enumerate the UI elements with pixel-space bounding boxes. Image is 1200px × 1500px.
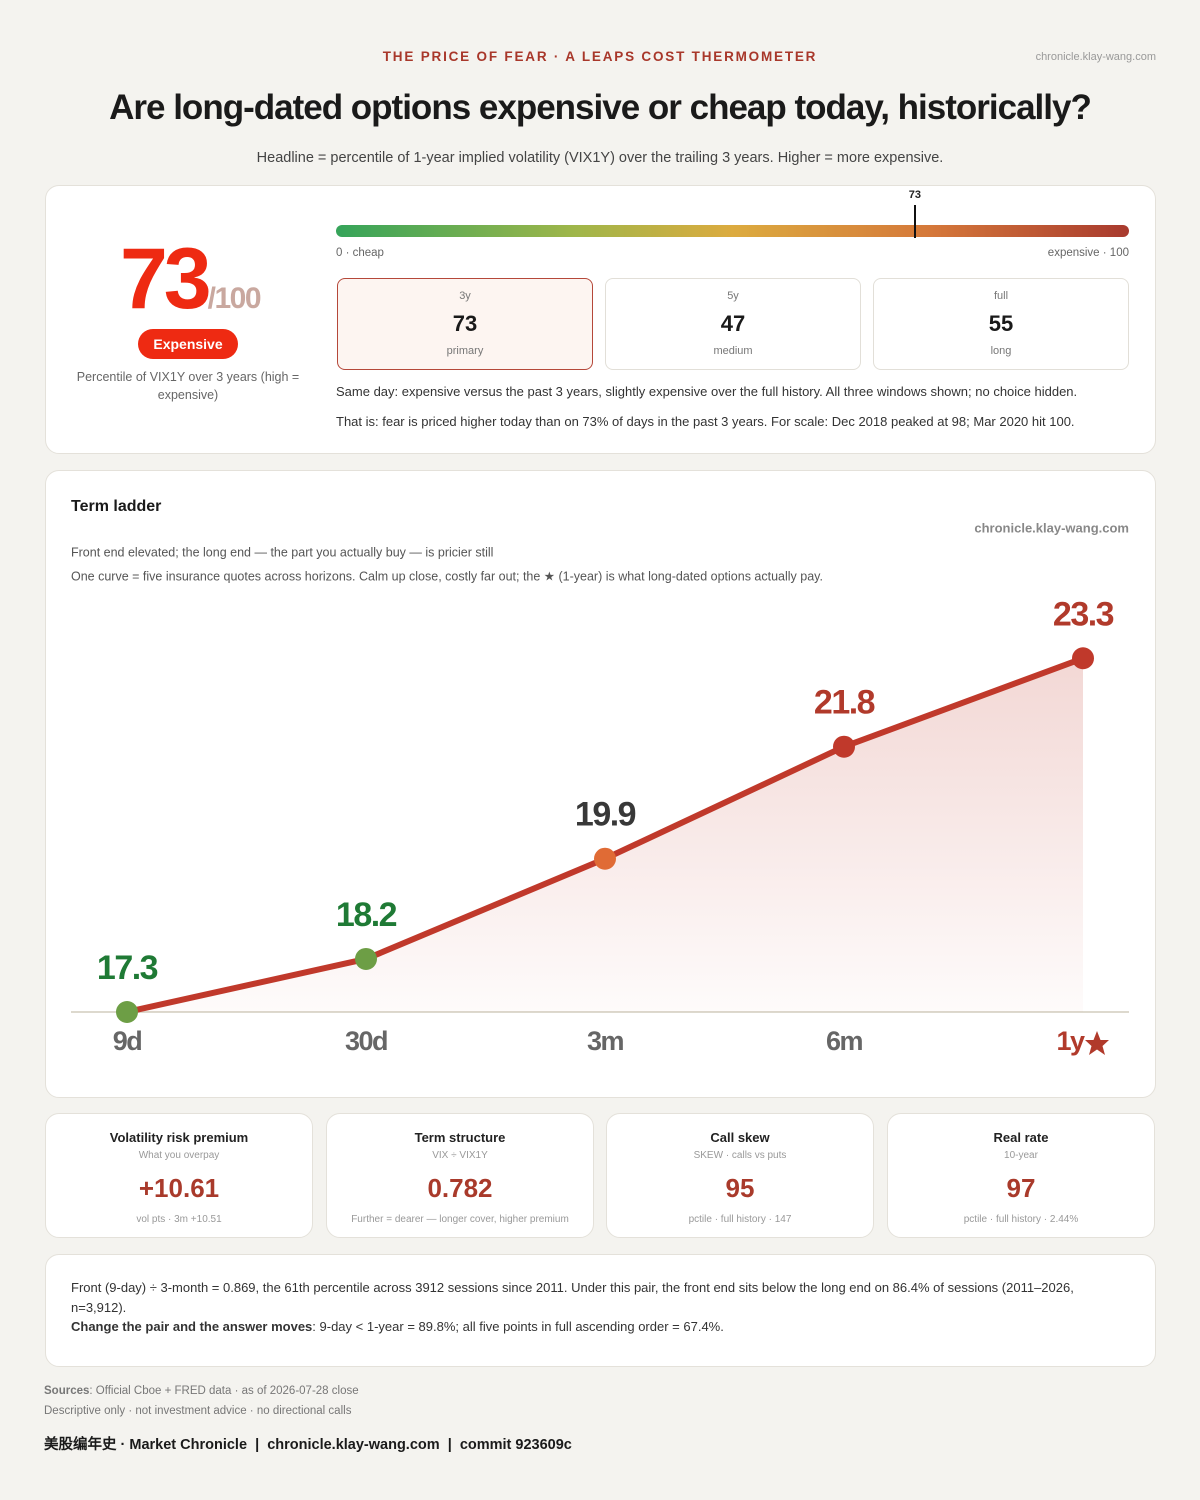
metric-title: Term structure: [414, 1130, 506, 1145]
chart-card: [45, 470, 1156, 1098]
analysis-card: [45, 1254, 1156, 1367]
metric-title: Call skew: [710, 1130, 770, 1145]
window-value: 47: [720, 311, 746, 336]
metric-foot: Further = dearer — longer cover, higher …: [351, 1214, 569, 1225]
metric-subtitle: SKEW · calls vs puts: [693, 1150, 787, 1161]
subheadline: Headline = percentile of 1-year implied …: [256, 150, 944, 166]
window-value: 55: [988, 311, 1014, 336]
metric-foot: pctile · full history · 147: [688, 1214, 792, 1225]
analysis-lead: Change the pair and the answer moves: [71, 1319, 313, 1334]
window-note: medium: [713, 345, 753, 357]
window-label: 3y: [459, 290, 471, 302]
score: 73/100: [60, 230, 320, 329]
gauge-tick-label: expensive · 100: [1047, 247, 1129, 259]
window-note: long: [990, 345, 1012, 357]
sources-label: Sources: [44, 1385, 90, 1397]
gauge-marker-label: 73: [908, 189, 921, 201]
metric-title: Volatility risk premium: [109, 1130, 249, 1145]
site-link: chronicle.klay-wang.com: [1035, 51, 1156, 63]
metric-value: 0.782: [427, 1173, 493, 1203]
analysis-rest: : 9-day < 1-year = 89.8%; all five point…: [312, 1319, 724, 1334]
gauge-marker: [913, 205, 916, 238]
window-value: 73: [452, 311, 478, 336]
headline: Are long-dated options expensive or chea…: [109, 88, 1092, 127]
metric-card: Volatility risk premium What you overpay +…: [45, 1113, 313, 1238]
metric-value: 97: [1006, 1173, 1036, 1203]
gauge-tick-label: 0 · cheap: [336, 247, 384, 259]
metric-foot: vol pts · 3m +10.51: [136, 1214, 222, 1225]
disclaimer: Descriptive only · not investment advice…: [44, 1405, 352, 1417]
score-suffix: /100: [207, 282, 262, 315]
kicker: THE PRICE OF FEAR · A LEAPS COST THERMOM…: [382, 49, 818, 64]
score-caption: Percentile of VIX1Y over 3 years (high =…: [76, 370, 300, 402]
window-label: 5y: [727, 290, 739, 302]
analysis-text: Front (9-day) ÷ 3-month = 0.869, the 61t…: [71, 1280, 1074, 1315]
brand: 美股编年史 · Market Chronicle | chronicle.kla…: [44, 1437, 572, 1453]
metric-card: Term structure VIX ÷ VIX1Y 0.782 Further = …: [326, 1113, 594, 1238]
metric-subtitle: VIX ÷ VIX1Y: [432, 1150, 488, 1161]
gauge-bar: [336, 225, 1129, 237]
sources: Sources: Official Cboe + FRED data · as …: [44, 1385, 359, 1397]
note: That is: fear is priced higher today tha…: [336, 414, 1075, 429]
metric-value: 95: [725, 1173, 755, 1203]
metric-card: Call skew SKEW · calls vs puts 95 pctile · …: [606, 1113, 874, 1238]
metric-card: Real rate 10-year 97 pctile · full history …: [887, 1113, 1155, 1238]
sources-text: : Official Cboe + FRED data · as of 2026…: [89, 1385, 359, 1397]
metric-foot: pctile · full history · 2.44%: [963, 1214, 1079, 1225]
window-label: full: [993, 290, 1009, 302]
window-card: 3y 73 primary: [337, 278, 593, 370]
badge: Expensive: [138, 329, 238, 359]
score-value: 73: [119, 231, 212, 327]
metric-value: +10.61: [138, 1173, 220, 1203]
metric-subtitle: What you overpay: [138, 1150, 220, 1161]
note: Same day: expensive versus the past 3 ye…: [336, 384, 1078, 399]
metric-title: Real rate: [993, 1130, 1049, 1145]
analysis: Front (9-day) ÷ 3-month = 0.869, the 61t…: [71, 1278, 1121, 1337]
metric-subtitle: 10-year: [1004, 1150, 1038, 1161]
window-card: 5y 47 medium: [605, 278, 861, 370]
window-note: primary: [446, 345, 484, 357]
window-card: full 55 long: [873, 278, 1129, 370]
